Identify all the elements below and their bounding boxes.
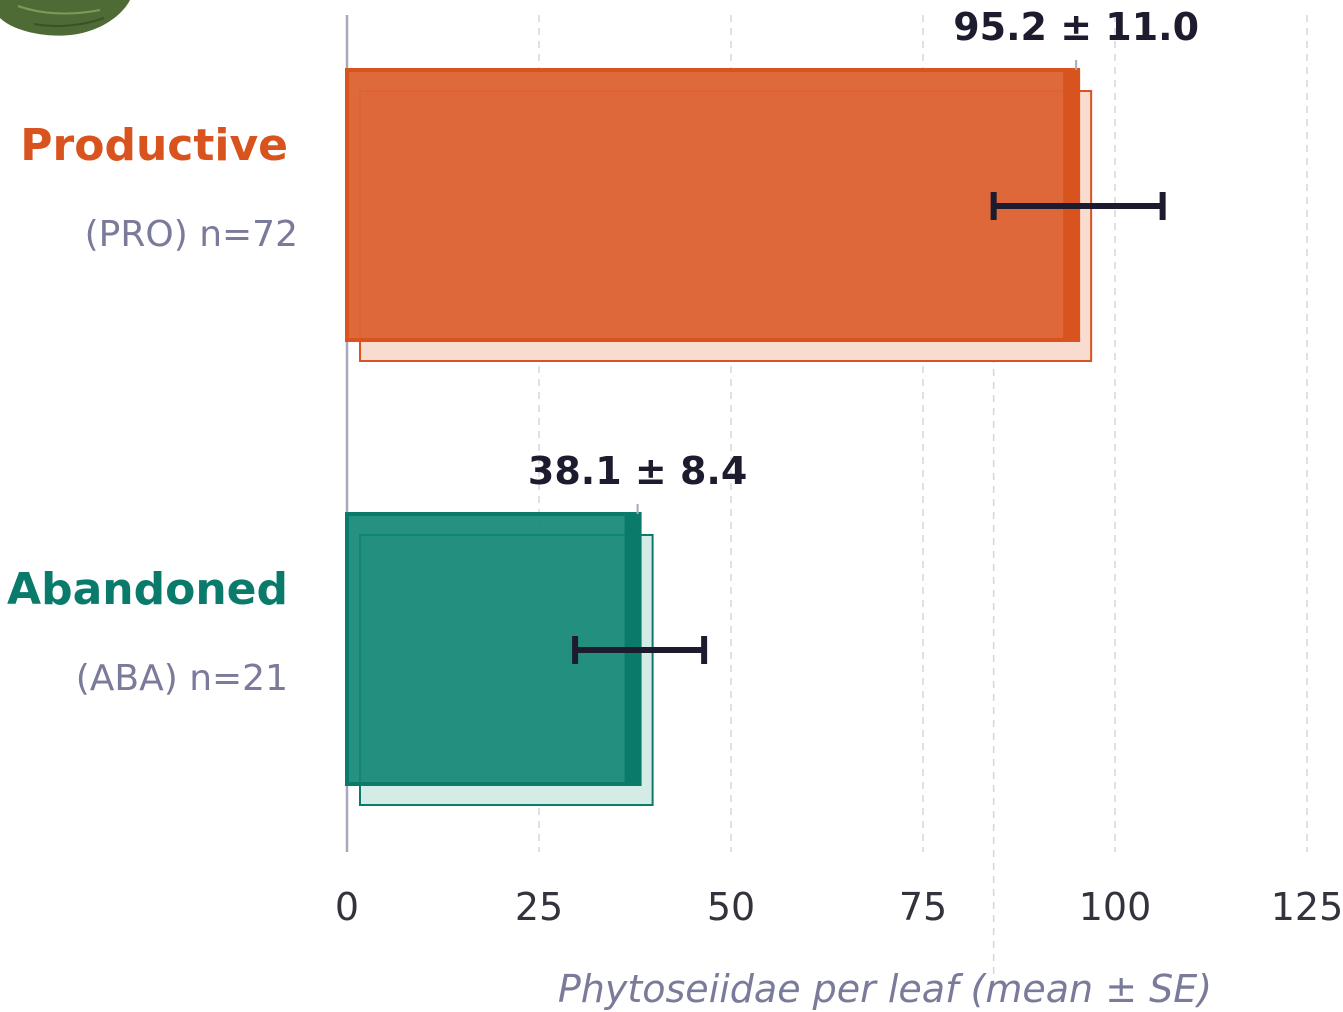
x-tick-label-75: 75 xyxy=(899,885,947,929)
category-label-abandoned: Abandoned xyxy=(7,564,288,615)
x-tick-label-0: 0 xyxy=(335,885,359,929)
x-axis-title: Phytoseiidae per leaf (mean ± SE) xyxy=(558,967,1212,1011)
error-bars-group xyxy=(572,192,1166,664)
error-bar-productive xyxy=(990,192,1166,220)
bar-productive xyxy=(345,68,1081,342)
error-bar-abandoned xyxy=(572,636,708,664)
x-tick-label-50: 50 xyxy=(707,885,755,929)
value-label-abandoned: 38.1 ± 8.4 xyxy=(528,449,747,493)
value-label-productive: 95.2 ± 11.0 xyxy=(953,5,1199,49)
bars-group xyxy=(345,60,1093,806)
category-sublabel-abandoned: (ABA) n=21 xyxy=(76,658,288,699)
x-tick-label-25: 25 xyxy=(515,885,563,929)
category-label-productive: Productive xyxy=(20,120,288,171)
category-sublabel-productive: (PRO) n=72 xyxy=(85,214,298,255)
leaf-decoration xyxy=(0,0,130,36)
x-axis-ticks: 0 25 50 75 100 125 xyxy=(335,885,1343,929)
x-tick-label-125: 125 xyxy=(1271,885,1343,929)
x-tick-label-100: 100 xyxy=(1079,885,1152,929)
labels-group: 95.2 ± 11.0 Productive (PRO) n=72 38.1 ± 8.… xyxy=(7,5,1199,699)
